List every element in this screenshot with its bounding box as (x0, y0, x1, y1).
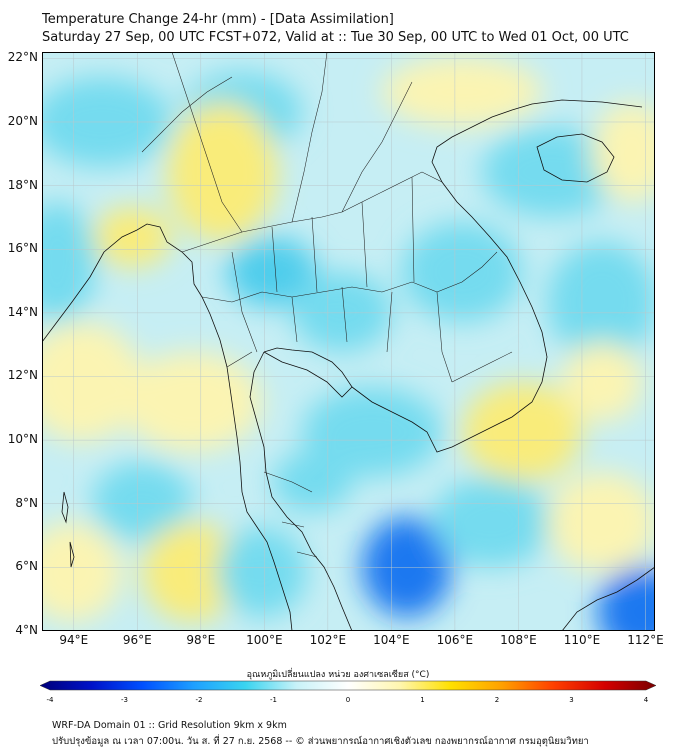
field-anomaly-patch (562, 342, 642, 422)
colorbar-scale (40, 680, 656, 691)
field-anomaly-patch (122, 352, 262, 452)
colorbar-tick-label: -4 (47, 696, 55, 704)
field-anomaly-patch (302, 387, 442, 477)
field-anomaly-patch (142, 522, 242, 622)
graticule (42, 52, 655, 631)
colorbar-tick-label: 0 (346, 696, 350, 704)
longitude-tick-label: 112°E (627, 633, 664, 647)
latitude-tick-label: 4°N (15, 623, 38, 637)
colorbar-tick-label: 4 (644, 696, 649, 704)
latitude-tick-label: 22°N (7, 50, 38, 65)
latitude-tick-label: 14°N (7, 304, 38, 319)
longitude-tick-label: 108°E (500, 633, 537, 647)
temperature-field (42, 57, 655, 631)
latitude-tick-label: 20°N (7, 113, 38, 128)
colorbar-tick-label: 2 (495, 696, 499, 704)
longitude-tick-label: 104°E (373, 633, 410, 647)
colorbar-tick-label: -1 (270, 696, 277, 704)
field-anomaly-patch (597, 567, 655, 631)
colorbar: -4 -3 -2 -1 0 1 2 3 4 (40, 680, 656, 704)
field-anomaly-patch (547, 472, 655, 572)
colorbar-tick-label: 3 (569, 696, 573, 704)
field-anomaly-patch (462, 382, 582, 482)
longitude-tick-label: 110°E (563, 633, 601, 647)
field-anomaly-patch (382, 57, 542, 127)
longitude-tick-label: 94°E (59, 633, 89, 647)
field-anomaly-patch (292, 272, 392, 352)
field-anomaly-patch (592, 102, 655, 202)
longitude-tick-label: 100°E (246, 633, 283, 647)
colorbar-tick-label: -3 (121, 696, 128, 704)
coastline-borders (42, 99, 655, 631)
footer-model-info: WRF-DA Domain 01 :: Grid Resolution 9km … (52, 720, 287, 731)
field-anomaly-patch (92, 207, 172, 267)
province-borders (141, 52, 513, 558)
field-anomaly-patch (92, 462, 192, 542)
field-anomaly-patch (42, 202, 97, 322)
longitude-tick-label: 106°E (436, 633, 474, 647)
field-anomaly-patch (482, 127, 622, 217)
map-title: Temperature Change 24-hr (mm) - [Data As… (42, 12, 394, 27)
field-anomaly-patch (227, 237, 317, 307)
temperature-change-map (42, 52, 655, 631)
latitude-tick-label: 18°N (7, 177, 38, 192)
colorbar-label: อุณหภูมิเปลี่ยนแปลง หน่วย องศาเซลเซียส (… (246, 670, 430, 680)
longitude-tick-label: 98°E (186, 633, 216, 647)
latitude-tick-label: 6°N (15, 559, 38, 574)
field-anomaly-patch (42, 522, 122, 622)
map-frame (42, 52, 655, 631)
colorbar-tick-label: -2 (196, 696, 203, 704)
latitude-tick-label: 8°N (15, 495, 38, 510)
latitude-tick-label: 10°N (7, 432, 38, 447)
field-anomaly-patch (42, 322, 142, 442)
field-anomaly-patch (402, 222, 522, 322)
latitude-tick-label: 16°N (7, 241, 38, 256)
longitude-tick-label: 102°E (309, 633, 347, 647)
latitude-tick-label: 12°N (7, 368, 38, 383)
field-anomaly-patch (362, 517, 452, 617)
longitude-tick-label: 96°E (122, 633, 152, 647)
footer-update-info: ปรับปรุงข้อมูล ณ เวลา 07:00น. วัน ส. ที่… (52, 736, 589, 747)
map-subtitle: Saturday 27 Sep, 00 UTC FCST+072, Valid … (42, 30, 629, 45)
field-anomaly-patch (547, 242, 655, 362)
field-anomaly-patch (217, 527, 307, 617)
field-anomaly-patch (167, 102, 277, 242)
colorbar-tick-label: 1 (420, 696, 424, 704)
field-anomaly-patch (272, 452, 352, 512)
field-anomaly-patch (432, 477, 552, 567)
